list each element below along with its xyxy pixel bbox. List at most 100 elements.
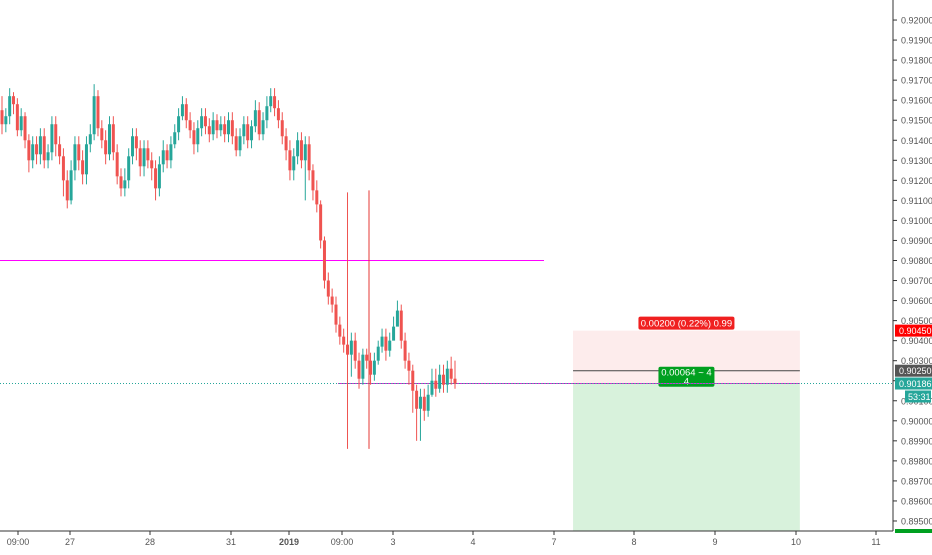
countdown-label: 53:31 bbox=[908, 392, 931, 402]
candle-body bbox=[157, 164, 161, 189]
candle-body bbox=[200, 116, 204, 129]
candle-body bbox=[242, 124, 246, 137]
candle-body bbox=[392, 326, 396, 341]
candle-body bbox=[338, 324, 342, 337]
candle-body bbox=[123, 180, 127, 189]
candle-body bbox=[445, 368, 449, 385]
x-tick-label: 7 bbox=[551, 537, 556, 547]
y-tick-label: 0.91500 bbox=[901, 116, 932, 126]
candle-body bbox=[403, 340, 407, 361]
candle-body bbox=[388, 340, 392, 351]
candle-body bbox=[230, 120, 234, 137]
candle-body bbox=[104, 140, 108, 155]
entry-label-line2: 4 bbox=[684, 377, 689, 388]
candle-body bbox=[127, 156, 131, 181]
horizontal-lines[interactable] bbox=[0, 259, 893, 385]
y-tick-label: 0.91300 bbox=[901, 156, 932, 166]
candle-body bbox=[449, 368, 453, 379]
candle-body bbox=[265, 106, 269, 121]
x-tick-label: 8 bbox=[631, 537, 636, 547]
candle-body bbox=[165, 150, 169, 161]
candle-body bbox=[292, 156, 296, 171]
candle-body bbox=[84, 144, 88, 175]
x-tick-label: 2019 bbox=[279, 537, 299, 547]
candle-body bbox=[46, 152, 50, 161]
candle-body bbox=[188, 120, 192, 131]
candle-body bbox=[246, 124, 250, 141]
candle-body bbox=[184, 104, 188, 121]
candle-body bbox=[61, 156, 65, 181]
candle-body bbox=[353, 340, 357, 361]
candle-body bbox=[38, 136, 42, 155]
candle-body bbox=[0, 110, 4, 125]
candle-body bbox=[330, 296, 334, 305]
candle-body bbox=[150, 160, 154, 169]
y-tick-label: 0.90900 bbox=[901, 236, 932, 246]
candle-body bbox=[131, 136, 135, 157]
x-tick-label: 09:00 bbox=[7, 537, 30, 547]
candle-body bbox=[369, 360, 373, 375]
y-tick-label: 0.91400 bbox=[901, 136, 932, 146]
candle-body bbox=[73, 144, 77, 171]
candle-body bbox=[35, 144, 39, 155]
candle-body bbox=[173, 132, 177, 145]
candle-body bbox=[177, 116, 181, 133]
candle-body bbox=[261, 120, 265, 135]
y-tick-label: 0.92000 bbox=[901, 16, 932, 26]
candle-body bbox=[96, 96, 100, 129]
candle-body bbox=[284, 136, 288, 151]
y-tick-label: 0.89700 bbox=[901, 476, 932, 486]
candle-body bbox=[253, 110, 257, 127]
candle-body bbox=[215, 120, 219, 131]
entry-label-box bbox=[658, 366, 715, 387]
candle-body bbox=[81, 160, 85, 175]
candle-body bbox=[23, 116, 27, 141]
candle-body bbox=[54, 124, 58, 145]
candle-body bbox=[100, 128, 104, 141]
candle-body bbox=[380, 336, 384, 347]
candle-body bbox=[69, 170, 73, 201]
candle-body bbox=[395, 310, 399, 327]
y-tick-label: 0.90400 bbox=[901, 336, 932, 346]
y-tick-label: 0.90500 bbox=[901, 316, 932, 326]
candle-body bbox=[227, 120, 230, 135]
candle-body bbox=[311, 170, 315, 191]
y-tick-label: 0.89600 bbox=[901, 496, 932, 506]
candle-body bbox=[372, 360, 376, 375]
candle-body bbox=[92, 96, 96, 135]
price-labels: 0.90450 0.90250 0.90186 53:31 bbox=[895, 324, 932, 533]
candle-body bbox=[19, 116, 23, 131]
y-tick-label: 0.91900 bbox=[901, 36, 932, 46]
candle-body bbox=[376, 346, 380, 361]
x-tick-label: 28 bbox=[145, 537, 155, 547]
y-tick-label: 0.90700 bbox=[901, 276, 932, 286]
candle-body bbox=[441, 374, 445, 385]
position-tool[interactable]: 0.00200 (0.22%) 0.99 0.00064 ~ 44 bbox=[573, 316, 800, 531]
candle-body bbox=[115, 152, 119, 177]
candle-body bbox=[142, 148, 146, 167]
candle-body bbox=[27, 140, 31, 161]
candle-body bbox=[361, 354, 365, 379]
candle-body bbox=[418, 396, 422, 409]
candle-body bbox=[430, 380, 434, 395]
candle-body bbox=[31, 144, 35, 161]
candle-body bbox=[288, 150, 292, 171]
candle-body bbox=[250, 126, 254, 141]
candle-body bbox=[303, 144, 307, 161]
y-tick-label: 0.91200 bbox=[901, 176, 932, 186]
y-tick-label: 0.91700 bbox=[901, 76, 932, 86]
candle-body bbox=[119, 176, 123, 189]
x-tick-label: 3 bbox=[390, 537, 395, 547]
candle-body bbox=[154, 168, 158, 189]
candle-body bbox=[276, 108, 280, 121]
candle-body bbox=[234, 136, 238, 151]
candle-body bbox=[322, 240, 326, 281]
y-tick-label: 0.91100 bbox=[901, 196, 932, 206]
candle-body bbox=[365, 354, 369, 361]
candle-body bbox=[326, 280, 330, 297]
candle-body bbox=[384, 336, 388, 351]
x-tick-label: 10 bbox=[791, 537, 801, 547]
entry-label-line1: 0.00064 ~ 4 bbox=[661, 368, 711, 379]
candle-body bbox=[399, 310, 403, 341]
